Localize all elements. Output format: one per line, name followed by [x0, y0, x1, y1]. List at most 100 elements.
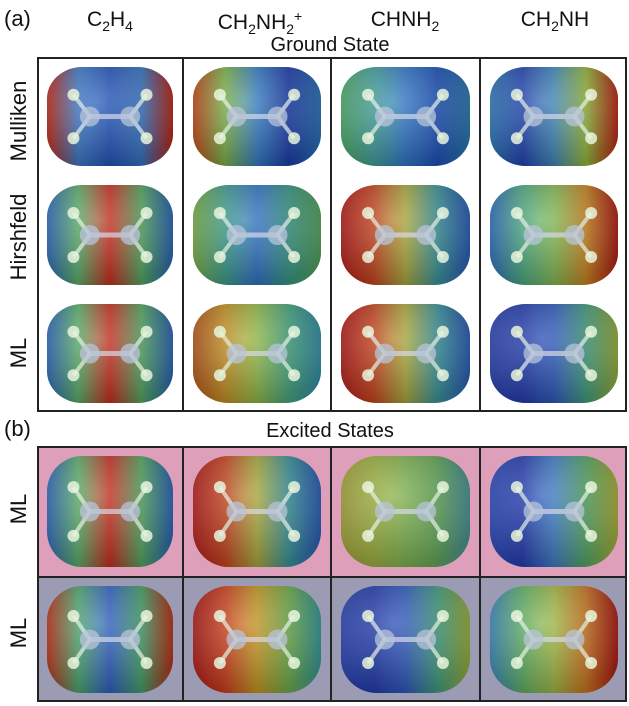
heavy-atom — [267, 629, 288, 650]
hydrogen-atom — [510, 88, 523, 101]
hydrogen-atom — [288, 325, 301, 338]
column-header-ch2nh2-plus: CH2NH2+ — [217, 8, 303, 38]
hydrogen-atom — [585, 88, 598, 101]
grid-divider — [330, 57, 332, 412]
hydrogen-atom — [213, 657, 226, 670]
ground-surface-r3-c4 — [490, 304, 618, 403]
heavy-atom — [564, 343, 585, 364]
row-label-ml-excited-1: ML — [6, 493, 31, 525]
heavy-atom — [79, 501, 100, 522]
hydrogen-atom — [67, 132, 80, 145]
heavy-atom — [120, 106, 141, 127]
hydrogen-atom — [67, 369, 80, 382]
hydrogen-atom — [140, 132, 153, 145]
hydrogen-atom — [362, 481, 375, 494]
hydrogen-atom — [140, 88, 153, 101]
heavy-atom — [120, 501, 141, 522]
hydrogen-atom — [510, 207, 523, 219]
heavy-atom — [120, 225, 141, 245]
hydrogen-atom — [288, 369, 301, 382]
hydrogen-atom — [585, 325, 598, 338]
ground-surface-r1-c2 — [193, 67, 321, 166]
hydrogen-atom — [436, 251, 449, 263]
heavy-atom — [523, 343, 544, 364]
heavy-atom — [416, 629, 437, 650]
hydrogen-atom — [436, 132, 449, 145]
hydrogen-atom — [67, 207, 80, 219]
heavy-atom — [374, 501, 395, 522]
column-header-ch2nh: CH2NH — [520, 8, 590, 35]
hydrogen-atom — [288, 481, 301, 494]
excited-surface-r1-c2 — [193, 456, 321, 567]
heavy-atom — [79, 225, 100, 245]
heavy-atom — [523, 106, 544, 127]
hydrogen-atom — [510, 529, 523, 542]
heavy-atom — [416, 225, 437, 245]
hydrogen-atom — [362, 529, 375, 542]
hydrogen-atom — [585, 132, 598, 145]
hydrogen-atom — [140, 369, 153, 382]
hydrogen-atom — [585, 657, 598, 670]
excited-surface-r2-c4 — [490, 586, 618, 693]
hydrogen-atom — [436, 609, 449, 622]
heavy-atom — [416, 106, 437, 127]
heavy-atom — [79, 343, 100, 364]
hydrogen-atom — [140, 325, 153, 338]
hydrogen-atom — [288, 657, 301, 670]
heavy-atom — [564, 629, 585, 650]
heavy-atom — [120, 343, 141, 364]
hydrogen-atom — [67, 609, 80, 622]
heavy-atom — [374, 343, 395, 364]
hydrogen-atom — [288, 132, 301, 145]
hydrogen-atom — [140, 529, 153, 542]
grid-divider — [330, 446, 332, 702]
heavy-atom — [79, 106, 100, 127]
heavy-atom — [120, 629, 141, 650]
grid-divider — [479, 57, 481, 412]
ground-surface-r3-c1 — [47, 304, 173, 403]
hydrogen-atom — [67, 251, 80, 263]
excited-surface-r2-c2 — [193, 586, 321, 693]
hydrogen-atom — [67, 325, 80, 338]
heavy-atom — [564, 106, 585, 127]
hydrogen-atom — [67, 529, 80, 542]
grid-divider — [37, 576, 627, 578]
hydrogen-atom — [67, 657, 80, 670]
hydrogen-atom — [585, 481, 598, 494]
hydrogen-atom — [140, 609, 153, 622]
hydrogen-atom — [362, 609, 375, 622]
hydrogen-atom — [67, 88, 80, 101]
ground-surface-r2-c3 — [341, 185, 470, 285]
excited-surface-r1-c1 — [47, 456, 173, 567]
hydrogen-atom — [362, 369, 375, 382]
heavy-atom — [416, 501, 437, 522]
ground-state-title: Ground State — [270, 34, 390, 56]
heavy-atom — [226, 629, 247, 650]
hydrogen-atom — [362, 251, 375, 263]
hydrogen-atom — [213, 529, 226, 542]
ground-surface-r2-c4 — [490, 185, 618, 285]
column-header-chnh2: CHNH2 — [370, 8, 440, 35]
hydrogen-atom — [213, 88, 226, 101]
hydrogen-atom — [436, 88, 449, 101]
grid-divider — [182, 57, 184, 412]
hydrogen-atom — [213, 609, 226, 622]
heavy-atom — [523, 629, 544, 650]
hydrogen-atom — [213, 132, 226, 145]
row-label-ml-ground: ML — [6, 337, 31, 369]
hydrogen-atom — [213, 325, 226, 338]
heavy-atom — [374, 106, 395, 127]
hydrogen-atom — [585, 529, 598, 542]
heavy-atom — [226, 106, 247, 127]
grid-divider — [182, 446, 184, 702]
heavy-atom — [226, 225, 247, 245]
heavy-atom — [523, 225, 544, 245]
hydrogen-atom — [362, 657, 375, 670]
ground-surface-r1-c1 — [47, 67, 173, 166]
heavy-atom — [523, 501, 544, 522]
hydrogen-atom — [585, 609, 598, 622]
hydrogen-atom — [213, 369, 226, 382]
grid-divider — [479, 446, 481, 702]
hydrogen-atom — [140, 251, 153, 263]
hydrogen-atom — [436, 369, 449, 382]
